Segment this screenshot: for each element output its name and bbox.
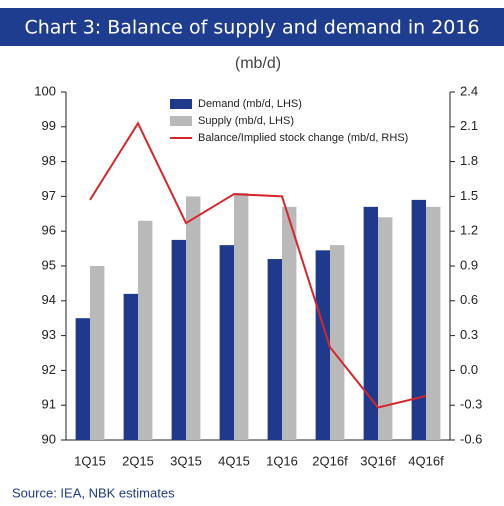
- y-tick-label: 96: [42, 223, 56, 238]
- y-tick-label: 98: [42, 153, 56, 168]
- bar: [378, 217, 393, 440]
- y2-tick-label: 2.4: [460, 83, 478, 98]
- x-tick-label: 2Q15: [122, 453, 154, 468]
- y-tick-label: 93: [42, 327, 56, 342]
- bar: [171, 239, 186, 440]
- x-tick-label: 3Q16f: [360, 453, 396, 468]
- legend-label: Balance/Implied stock change (mb/d, RHS): [198, 132, 408, 144]
- chart-title: Chart 3: Balance of supply and demand in…: [24, 17, 479, 39]
- bar: [75, 318, 90, 440]
- x-tick-label: 1Q16: [266, 453, 298, 468]
- x-tick-label: 4Q15: [218, 453, 250, 468]
- bar: [426, 206, 441, 440]
- y-tick-label: 97: [42, 188, 56, 203]
- x-tick-label: 1Q15: [74, 453, 106, 468]
- y2-tick-label: 2.1: [460, 118, 478, 133]
- bar: [315, 250, 330, 440]
- x-tick-label: 2Q16f: [312, 453, 348, 468]
- x-tick-label: 3Q15: [170, 453, 202, 468]
- y-tick-label: 92: [42, 362, 56, 377]
- bar: [234, 192, 249, 440]
- bar: [186, 196, 201, 440]
- y2-tick-label: 0.0: [460, 362, 478, 377]
- legend-swatch: [170, 116, 192, 126]
- bar: [330, 245, 345, 440]
- y-tick-label: 95: [42, 257, 56, 272]
- y-tick-label: 91: [42, 397, 56, 412]
- y2-tick-label: 0.9: [460, 257, 478, 272]
- bar: [90, 266, 105, 440]
- y-tick-label: 94: [42, 292, 56, 307]
- y2-tick-label: 1.5: [460, 188, 478, 203]
- y2-tick-label: 0.3: [460, 327, 478, 342]
- bar: [411, 199, 426, 440]
- legend-label: Demand (mb/d, LHS): [198, 98, 302, 110]
- chart-subtitle: (mb/d): [235, 55, 281, 72]
- bar: [123, 293, 138, 440]
- bar: [219, 245, 234, 440]
- bar: [363, 206, 378, 440]
- y2-tick-label: -0.3: [460, 397, 482, 412]
- y2-tick-label: -0.6: [460, 431, 482, 446]
- bar: [138, 220, 153, 440]
- header-band: [0, 8, 504, 46]
- bar: [267, 259, 282, 440]
- y-tick-label: 90: [42, 431, 56, 446]
- x-tick-label: 4Q16f: [408, 453, 444, 468]
- bar: [282, 206, 297, 440]
- legend-label: Supply (mb/d, LHS): [198, 115, 294, 127]
- legend-swatch: [170, 99, 192, 109]
- y-tick-label: 99: [42, 118, 56, 133]
- y2-tick-label: 0.6: [460, 292, 478, 307]
- y-tick-label: 100: [34, 83, 56, 98]
- y2-tick-label: 1.8: [460, 153, 478, 168]
- balance-line: [89, 121, 427, 409]
- y2-tick-label: 1.2: [460, 223, 478, 238]
- source: Source: IEA, NBK estimates: [12, 485, 175, 500]
